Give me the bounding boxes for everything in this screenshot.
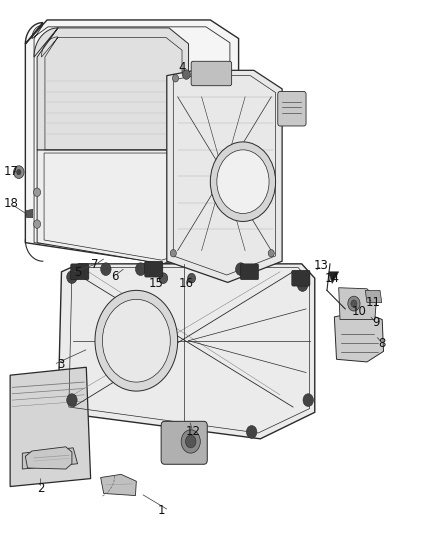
Circle shape xyxy=(101,263,111,276)
FancyBboxPatch shape xyxy=(161,421,207,464)
Text: 7: 7 xyxy=(91,259,99,271)
Polygon shape xyxy=(334,312,384,362)
Circle shape xyxy=(268,249,274,257)
Polygon shape xyxy=(25,447,72,469)
Polygon shape xyxy=(25,20,239,264)
Circle shape xyxy=(34,188,41,197)
Circle shape xyxy=(183,70,190,79)
Text: 14: 14 xyxy=(325,272,339,285)
Text: 4: 4 xyxy=(178,61,186,74)
Circle shape xyxy=(67,394,77,407)
Circle shape xyxy=(217,150,269,214)
Circle shape xyxy=(351,300,357,308)
Circle shape xyxy=(159,273,168,284)
Circle shape xyxy=(95,290,178,391)
Text: 8: 8 xyxy=(378,337,386,350)
Circle shape xyxy=(135,263,146,276)
Circle shape xyxy=(236,263,246,276)
Circle shape xyxy=(303,394,314,407)
Text: 15: 15 xyxy=(148,277,163,290)
Polygon shape xyxy=(101,474,136,496)
Text: 10: 10 xyxy=(352,305,367,318)
Text: 9: 9 xyxy=(372,316,379,329)
Polygon shape xyxy=(167,70,282,282)
Circle shape xyxy=(187,273,195,283)
Polygon shape xyxy=(58,264,315,439)
Circle shape xyxy=(102,300,170,382)
Polygon shape xyxy=(339,288,377,319)
FancyBboxPatch shape xyxy=(292,270,310,286)
Polygon shape xyxy=(328,272,339,284)
Text: 5: 5 xyxy=(74,266,82,279)
Text: 11: 11 xyxy=(366,296,381,309)
Text: 18: 18 xyxy=(4,197,18,211)
Circle shape xyxy=(186,435,196,448)
Circle shape xyxy=(14,166,24,179)
Polygon shape xyxy=(37,150,230,264)
Circle shape xyxy=(173,75,179,82)
Circle shape xyxy=(181,430,200,453)
Text: 6: 6 xyxy=(111,270,118,282)
Polygon shape xyxy=(10,367,91,487)
Circle shape xyxy=(348,296,360,311)
Text: 1: 1 xyxy=(158,504,166,517)
Text: 13: 13 xyxy=(314,259,329,272)
Text: 3: 3 xyxy=(57,358,64,371)
Circle shape xyxy=(226,225,233,233)
Circle shape xyxy=(67,271,77,284)
Circle shape xyxy=(247,425,257,438)
Text: 12: 12 xyxy=(185,425,201,439)
Circle shape xyxy=(34,220,41,228)
FancyBboxPatch shape xyxy=(71,264,89,280)
FancyBboxPatch shape xyxy=(278,92,306,126)
Circle shape xyxy=(210,142,276,221)
Circle shape xyxy=(203,72,209,79)
Polygon shape xyxy=(365,290,382,303)
Circle shape xyxy=(17,169,21,175)
Polygon shape xyxy=(34,28,188,150)
Polygon shape xyxy=(25,209,33,217)
Circle shape xyxy=(297,279,308,292)
Text: 16: 16 xyxy=(179,277,194,290)
Polygon shape xyxy=(22,448,78,469)
FancyBboxPatch shape xyxy=(240,264,258,280)
Circle shape xyxy=(226,200,233,208)
Text: 2: 2 xyxy=(37,482,44,495)
FancyBboxPatch shape xyxy=(145,261,163,277)
FancyBboxPatch shape xyxy=(191,61,232,86)
Circle shape xyxy=(170,249,177,257)
Text: 17: 17 xyxy=(4,165,18,177)
